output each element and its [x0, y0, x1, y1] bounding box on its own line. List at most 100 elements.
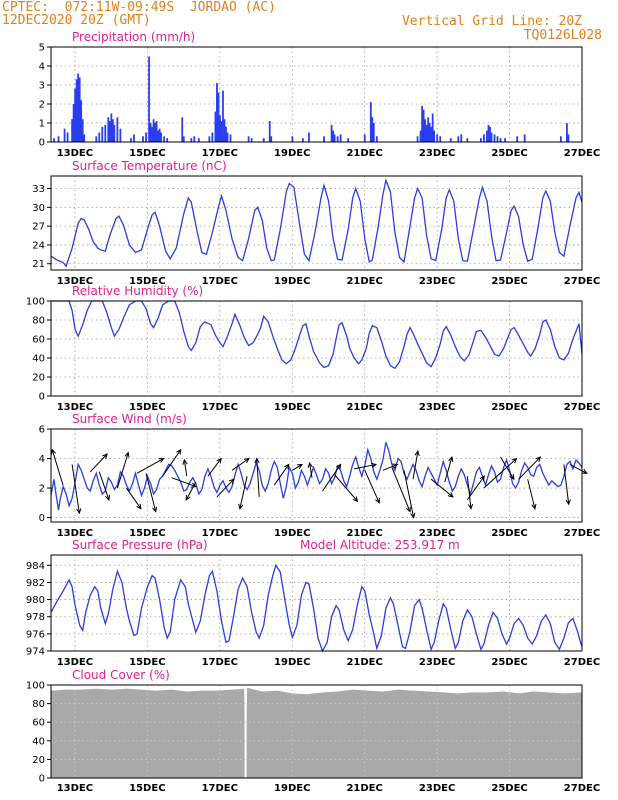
x-tick-label: 27DEC — [564, 148, 600, 159]
precip-bar — [113, 124, 116, 142]
precip-bar — [425, 124, 428, 142]
panel-frame — [50, 300, 583, 397]
wind-arrow-head — [535, 456, 542, 462]
panel-frame — [50, 684, 583, 779]
x-tick-label: 25DEC — [491, 528, 527, 539]
wind-arrow-head — [228, 478, 235, 485]
precip-bar — [225, 126, 227, 142]
precip-bar — [332, 130, 334, 142]
y-tick-label: 20 — [32, 373, 45, 384]
x-tick-label: 15DEC — [129, 148, 165, 159]
wind-arrow — [216, 478, 235, 498]
wind-arrow-head — [182, 458, 188, 465]
precip-bar — [148, 56, 150, 142]
x-tick-label: 13DEC — [57, 148, 93, 159]
precip-bar — [422, 109, 425, 142]
x-tick-label: 23DEC — [419, 657, 455, 668]
wind-arrow — [51, 449, 64, 486]
x-tick-label: 19DEC — [274, 657, 310, 668]
x-tick-label: 19DEC — [274, 402, 310, 413]
precip-bar — [72, 104, 75, 142]
wind-arrow-head — [185, 494, 191, 501]
y-tick-label: 80 — [32, 699, 45, 710]
x-tick-label: 21DEC — [346, 528, 382, 539]
wind-arrow-head — [414, 450, 420, 457]
precip-bar — [436, 134, 439, 142]
wind-arrow — [500, 456, 515, 480]
cloud-area — [51, 687, 582, 778]
precip-bar — [336, 136, 339, 142]
wind-arrow — [116, 452, 129, 489]
wind-arrow-head — [105, 494, 111, 501]
precip-bar — [149, 123, 152, 142]
wind-arrow — [354, 463, 377, 470]
wind-arrow — [444, 456, 453, 483]
x-tick-label: 21DEC — [346, 783, 382, 794]
precip-bar — [95, 136, 98, 142]
precip-bar — [160, 132, 163, 142]
wind-arrow-head — [102, 453, 108, 460]
y-tick-label: 3 — [39, 81, 45, 92]
y-tick-label: 976 — [26, 629, 45, 640]
wind-arrow — [98, 471, 110, 501]
wind-arrow-head — [392, 463, 399, 469]
wind-arrow-head — [405, 506, 411, 513]
precip-bar — [226, 132, 229, 142]
precip-bar — [107, 117, 110, 142]
precip-bar — [83, 134, 86, 142]
y-tick-label: 0 — [39, 392, 45, 403]
precip-bar — [416, 136, 419, 142]
precip-bar — [493, 134, 496, 142]
wind-arrow — [136, 458, 164, 474]
x-tick-label: 23DEC — [419, 148, 455, 159]
precip-bar — [111, 119, 114, 142]
panel-5: 974 976 978 980 982 984 13DEC 15DEC 17DEC 19DEC 21… — [26, 538, 600, 668]
wind-arrow-head — [238, 503, 244, 510]
precip-bar — [496, 136, 499, 142]
x-tick-label: 25DEC — [491, 148, 527, 159]
panel-6: 0 20 40 60 80 100 13DEC 15DEC 17DEC 19DEC 21DEC 23D… — [26, 668, 600, 794]
wind-arrow-head — [375, 497, 380, 504]
precip-bar — [250, 138, 253, 142]
precip-bar — [216, 83, 218, 142]
precip-bar — [119, 128, 122, 142]
precip-bar — [489, 126, 491, 142]
x-tick-label: 13DEC — [57, 402, 93, 413]
precip-bar — [270, 136, 273, 142]
y-tick-label: 60 — [32, 718, 45, 729]
wind-arrow — [334, 474, 358, 502]
precip-bar — [559, 136, 562, 142]
wind-arrow — [207, 458, 222, 477]
y-tick-label: 33 — [32, 184, 45, 195]
wind-arrow-head — [176, 448, 182, 455]
wind-arrow — [527, 479, 536, 509]
series-line — [50, 178, 583, 268]
precip-bar — [77, 73, 80, 142]
wind-arrow — [145, 473, 157, 512]
x-tick-label: 21DEC — [346, 276, 382, 287]
wind-arrow — [256, 458, 260, 497]
header-model-code: TQ0126L028 — [523, 28, 602, 43]
wind-arrow-head — [50, 448, 56, 455]
y-tick-label: 4 — [39, 62, 45, 73]
precip-bar — [57, 136, 60, 142]
precip-bar — [483, 134, 485, 142]
precip-bar — [430, 126, 433, 142]
panel-frame — [50, 46, 583, 143]
panel-1: 0 1 2 3 4 5 13DEC 15DEC 17DEC 19DEC 21DEC 23DEC 25DE… — [39, 30, 601, 159]
precip-bar — [133, 134, 135, 142]
precip-bar — [566, 123, 568, 142]
precip-bar — [499, 138, 502, 142]
y-tick-label: 5 — [39, 43, 45, 54]
x-tick-label: 21DEC — [346, 657, 382, 668]
precip-bar — [219, 115, 221, 142]
wind-arrow-head — [511, 457, 518, 464]
wind-arrow-head — [254, 457, 260, 464]
precip-bar — [214, 111, 217, 142]
x-tick-label: 27DEC — [564, 528, 600, 539]
precip-bar — [247, 136, 250, 142]
precip-bar — [375, 136, 378, 142]
y-tick-label: 2 — [39, 484, 45, 495]
wind-arrow-head — [447, 492, 454, 498]
wind-arrow — [466, 475, 485, 501]
